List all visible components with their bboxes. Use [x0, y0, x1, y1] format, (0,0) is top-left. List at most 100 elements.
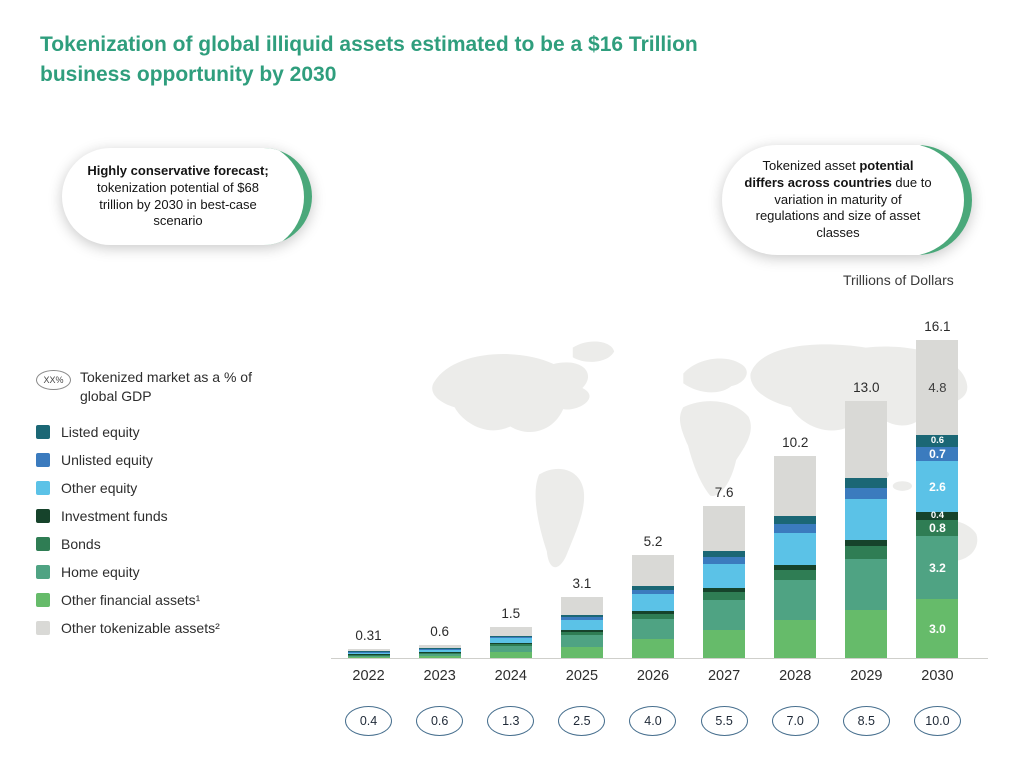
- gdp-percent-badge: 0.6: [416, 706, 464, 736]
- bar-column-2030: 3.0 3.2 0.8 0.4 2.6 0.7 0.6 4.8 16.1: [902, 316, 973, 658]
- legend-label: Unlisted equity: [61, 451, 153, 468]
- callout-right: Tokenized asset potential differs across…: [722, 145, 972, 255]
- legend-swatch: [36, 508, 50, 523]
- bar-segment-other-tokenizable-assets: [489, 627, 532, 636]
- bar-2022: [347, 649, 390, 658]
- bar-column-2024: 1.5: [475, 316, 546, 658]
- bar-segment-bonds: [347, 655, 390, 656]
- legend-label: Other equity: [61, 479, 138, 496]
- x-axis-label-2024: 2024: [494, 668, 527, 684]
- bar-segment-home-equity: [347, 656, 390, 657]
- bar-segment-listed-equity: [845, 478, 888, 488]
- gdp-percent-badge: 7.0: [771, 706, 819, 736]
- x-axis-label-2029: 2029: [850, 668, 883, 684]
- bar-segment-listed-equity: [774, 516, 817, 524]
- bar-segment-other-equity: [845, 499, 888, 540]
- legend-label: Listed equity: [61, 423, 140, 440]
- gdp-cell-2023: 0.6: [404, 706, 475, 736]
- bar-segment-bonds: 0.8: [916, 520, 959, 536]
- bar-total-label: 5.2: [643, 534, 663, 549]
- bar-segment-unlisted-equity: [845, 488, 888, 499]
- callout-right-text: Tokenized asset potential differs across…: [744, 157, 932, 241]
- legend-note: XX% Tokenized market as a % of global GD…: [36, 368, 276, 406]
- bar-segment-listed-equity: [418, 648, 461, 649]
- bar-column-2026: 5.2: [617, 316, 688, 658]
- bar-total-label: 7.6: [714, 485, 734, 500]
- bar-segment-investment-funds: [418, 652, 461, 653]
- bar-segment-listed-equity: [560, 615, 603, 617]
- bar-segment-other-tokenizable-assets: [560, 597, 603, 615]
- legend-swatch: [36, 592, 50, 607]
- stacked-bar-chart: 0.31 0.6 1.5 3.1 5.2 7.6 10.2 13.0 3.0 3.2 0.8 0.4 2…: [333, 316, 973, 658]
- segment-value-label: 0.7: [929, 447, 946, 461]
- bar-segment-other-tokenizable-assets: [703, 506, 746, 551]
- gdp-cell-2025: 2.5: [546, 706, 617, 736]
- bar-2023: [418, 645, 461, 658]
- bar-segment-other-financial-assets: [489, 652, 532, 658]
- gdp-cell-2022: 0.4: [333, 706, 404, 736]
- bar-segment-home-equity: 3.2: [916, 536, 959, 599]
- gdp-cell-2030: 10.0: [902, 706, 973, 736]
- legend-label: Other financial assets¹: [61, 591, 201, 608]
- legend-item-other-equity: Other equity: [36, 474, 276, 502]
- bar-segment-unlisted-equity: [703, 557, 746, 564]
- bar-segment-bonds: [703, 592, 746, 600]
- bar-column-2025: 3.1: [546, 316, 617, 658]
- bar-segment-unlisted-equity: [418, 649, 461, 650]
- bar-segment-unlisted-equity: [631, 590, 674, 594]
- gdp-percent-badge: 0.4: [345, 706, 393, 736]
- bar-segment-investment-funds: [774, 565, 817, 570]
- bar-segment-other-financial-assets: [703, 630, 746, 658]
- bar-2029: [845, 401, 888, 658]
- legend-item-listed-equity: Listed equity: [36, 418, 276, 446]
- callout-left: Highly conservative forecast; tokenizati…: [62, 148, 312, 245]
- bar-column-2028: 10.2: [760, 316, 831, 658]
- bar-segment-bonds: [560, 632, 603, 635]
- gdp-cell-2029: 8.5: [831, 706, 902, 736]
- x-axis-labels: 2022 2023 2024 2025 2026 2027 2028 2029 2030: [333, 668, 973, 684]
- bar-segment-other-tokenizable-assets: [845, 401, 888, 478]
- segment-value-label: 2.6: [929, 479, 946, 494]
- bar-column-2022: 0.31: [333, 316, 404, 658]
- gdp-cell-2026: 4.0: [617, 706, 688, 736]
- bar-segment-other-tokenizable-assets: [774, 456, 817, 516]
- legend-swatch: [36, 424, 50, 439]
- bar-segment-other-financial-assets: [560, 647, 603, 658]
- bar-segment-other-financial-assets: [845, 610, 888, 658]
- bar-segment-investment-funds: [703, 588, 746, 592]
- segment-value-label: 0.4: [930, 510, 945, 522]
- bar-segment-investment-funds: [489, 643, 532, 644]
- bar-segment-other-equity: [774, 533, 817, 565]
- bar-segment-other-financial-assets: [418, 656, 461, 658]
- legend-swatch: [36, 452, 50, 467]
- x-axis-label-2022: 2022: [352, 668, 385, 684]
- x-axis-label-2030: 2030: [921, 668, 954, 684]
- bar-segment-listed-equity: [347, 651, 390, 652]
- x-axis-label-2027: 2027: [707, 668, 741, 684]
- gdp-cell-2028: 7.0: [760, 706, 831, 736]
- gdp-cell-2027: 5.5: [689, 706, 760, 736]
- legend-swatch: [36, 620, 50, 635]
- legend-swatch: [36, 564, 50, 579]
- bar-total-label: 0.6: [430, 624, 450, 639]
- bar-segment-other-equity: [489, 638, 532, 643]
- bar-segment-bonds: [418, 653, 461, 654]
- chart-legend: XX% Tokenized market as a % of global GD…: [36, 368, 276, 642]
- legend-label: Home equity: [61, 563, 140, 580]
- legend-item-other-tokenizable-assets: Other tokenizable assets²: [36, 614, 276, 642]
- bar-segment-other-equity: [703, 564, 746, 588]
- bar-segment-home-equity: [845, 559, 888, 610]
- gdp-percent-row: 0.4 0.6 1.3 2.5 4.0 5.5 7.0 8.5 10.0: [333, 706, 973, 736]
- bar-segment-listed-equity: [631, 586, 674, 590]
- bar-segment-other-equity: [560, 620, 603, 630]
- legend-item-other-financial-assets: Other financial assets¹: [36, 586, 276, 614]
- page-title: Tokenization of global illiquid assets e…: [40, 33, 698, 87]
- gdp-cell-2024: 1.3: [475, 706, 546, 736]
- bar-column-2023: 0.6: [404, 316, 475, 658]
- bar-segment-other-financial-assets: [774, 620, 817, 658]
- bar-segment-other-equity: [631, 594, 674, 611]
- bar-segment-listed-equity: [703, 551, 746, 557]
- bar-segment-home-equity: [631, 619, 674, 639]
- bar-segment-home-equity: [418, 654, 461, 656]
- bar-segment-other-tokenizable-assets: [631, 555, 674, 586]
